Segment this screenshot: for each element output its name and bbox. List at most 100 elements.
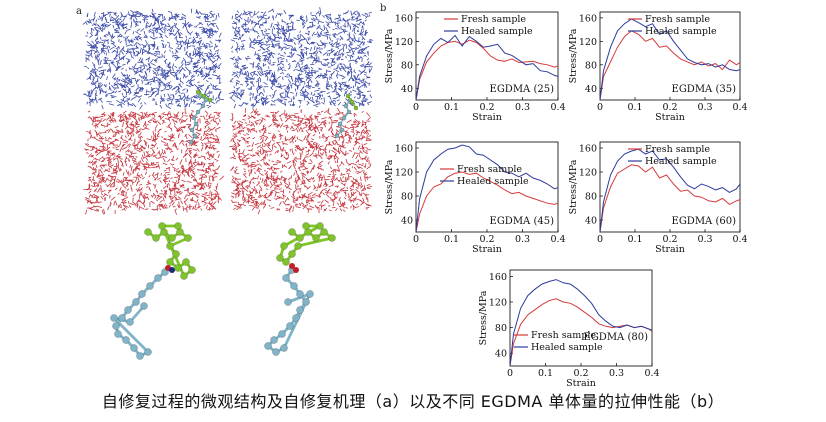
water-molecule — [88, 97, 93, 103]
water-molecule — [91, 27, 95, 31]
water-molecule — [209, 57, 212, 61]
water-molecule — [187, 97, 191, 100]
water-molecule — [134, 36, 139, 41]
water-molecule — [274, 178, 278, 184]
water-molecule — [190, 174, 195, 178]
water-molecule — [251, 148, 253, 151]
water-molecule — [285, 23, 289, 25]
water-molecule — [107, 49, 110, 54]
water-molecule — [338, 85, 343, 90]
water-molecule — [126, 82, 132, 86]
water-molecule — [365, 61, 370, 66]
water-molecule — [125, 153, 130, 156]
water-molecule — [141, 154, 144, 159]
water-molecule — [360, 34, 364, 36]
water-molecule — [96, 148, 101, 153]
water-molecule — [192, 53, 197, 57]
water-molecule — [300, 172, 305, 175]
water-molecule — [358, 166, 360, 170]
molecule-atom — [172, 250, 180, 258]
water-molecule — [140, 47, 144, 52]
water-molecule — [334, 27, 339, 30]
water-molecule — [121, 199, 127, 201]
water-molecule — [288, 165, 292, 170]
water-molecule — [191, 38, 195, 43]
water-molecule — [232, 91, 235, 94]
water-molecule — [95, 48, 100, 54]
water-molecule — [210, 34, 214, 37]
water-molecule — [114, 176, 117, 182]
water-molecule — [331, 140, 335, 143]
water-molecule — [124, 14, 128, 18]
water-molecule — [321, 117, 327, 120]
molecule-atom — [306, 290, 314, 298]
water-molecule — [305, 76, 309, 78]
water-molecule — [345, 191, 347, 197]
water-molecule — [178, 190, 181, 194]
water-molecule — [263, 57, 266, 62]
water-molecule — [167, 83, 170, 88]
water-molecule — [185, 50, 188, 54]
water-molecule — [170, 191, 172, 196]
water-molecule — [206, 23, 209, 27]
water-molecule — [235, 21, 238, 26]
water-molecule — [111, 152, 116, 156]
water-molecule — [184, 153, 189, 156]
water-molecule — [356, 73, 359, 80]
water-molecule — [190, 98, 193, 104]
water-molecule — [301, 52, 304, 58]
molecule-atom — [280, 242, 288, 250]
water-molecule — [149, 58, 154, 64]
water-molecule — [151, 11, 155, 17]
water-molecule — [152, 183, 156, 187]
water-molecule — [174, 120, 178, 124]
water-molecule — [146, 90, 150, 93]
water-molecule — [143, 196, 148, 199]
water-molecule — [262, 135, 268, 138]
water-molecule — [126, 47, 129, 53]
water-molecule — [310, 25, 314, 28]
water-molecule — [162, 157, 166, 163]
water-molecule — [290, 77, 294, 82]
water-molecule — [366, 57, 370, 61]
water-molecule — [303, 205, 307, 208]
water-molecule — [249, 44, 252, 48]
water-molecule — [316, 34, 321, 37]
water-molecule — [252, 93, 254, 99]
water-molecule — [201, 174, 206, 176]
water-molecule — [103, 169, 108, 172]
water-molecule — [310, 197, 313, 202]
water-molecule — [306, 41, 311, 46]
water-molecule — [88, 190, 92, 194]
water-molecule — [137, 42, 141, 46]
water-molecule — [212, 177, 215, 182]
water-molecule — [124, 205, 129, 208]
water-molecule — [316, 186, 319, 189]
water-molecule — [302, 22, 305, 27]
water-molecule — [101, 17, 104, 22]
water-molecule — [354, 152, 359, 154]
water-molecule — [112, 24, 115, 29]
water-molecule — [163, 189, 168, 193]
water-molecule — [100, 195, 104, 200]
water-molecule — [311, 125, 314, 127]
water-molecule — [132, 112, 137, 118]
water-molecule — [335, 74, 339, 79]
water-molecule — [242, 90, 245, 94]
water-molecule — [139, 183, 143, 186]
water-molecule — [210, 198, 213, 201]
water-molecule — [369, 38, 374, 41]
water-molecule — [116, 131, 120, 135]
water-molecule — [126, 28, 131, 31]
water-molecule — [233, 31, 237, 37]
water-molecule — [331, 131, 334, 135]
water-molecule — [199, 138, 204, 142]
water-molecule — [256, 15, 259, 19]
water-molecule — [282, 194, 285, 198]
water-molecule — [284, 101, 286, 107]
water-molecule — [230, 167, 235, 172]
water-molecule — [136, 125, 140, 128]
water-molecule — [88, 161, 91, 164]
water-molecule — [204, 182, 208, 187]
interface-molecule-atom — [200, 103, 206, 109]
